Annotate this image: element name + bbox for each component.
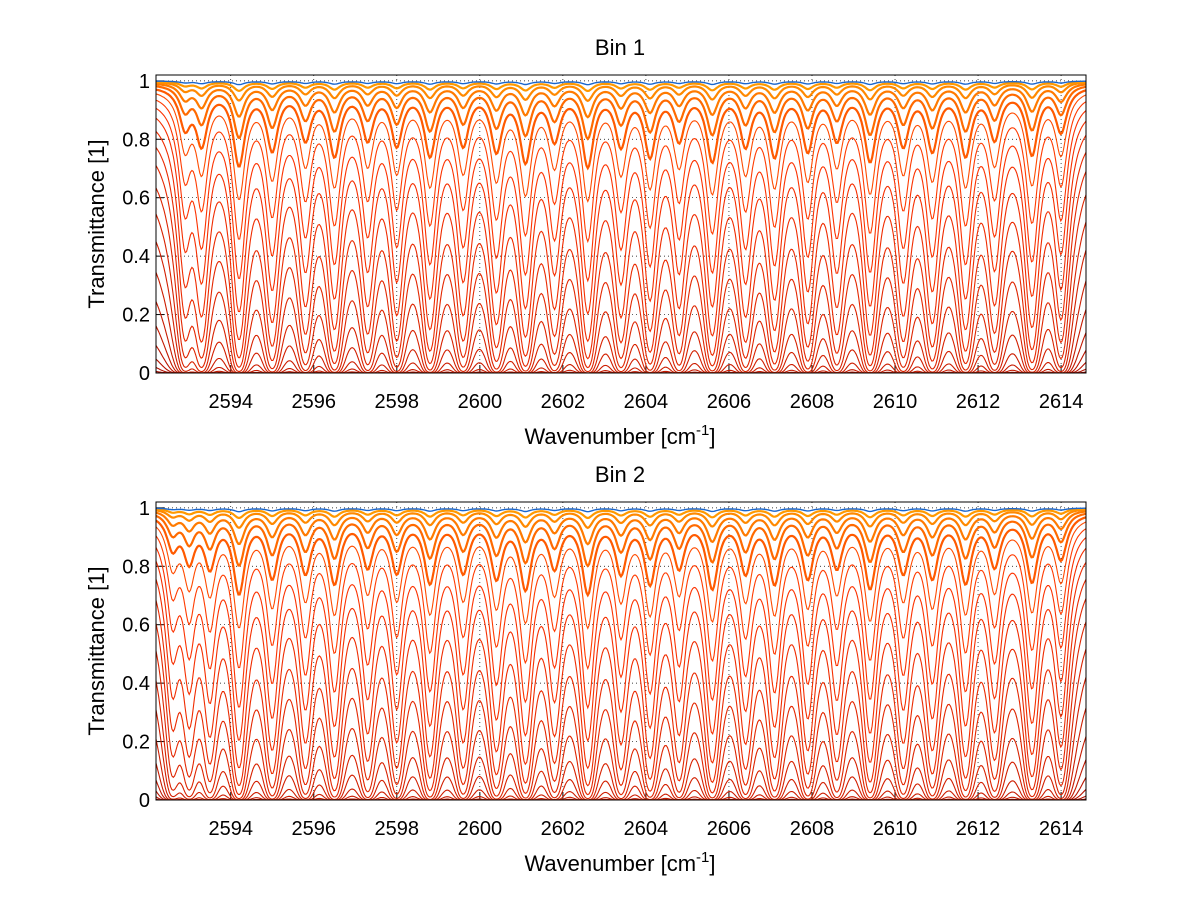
x-tick-label: 2614 [1039,391,1084,413]
x-tick-label: 2610 [873,818,918,840]
y-tick-labels: 0 0.2 0.4 0.6 0.8 1 [122,71,150,385]
chart-panel-bin-1: Bin 1 2594 2596 2598 2600 2602 2604 2606 2608 26… [84,35,1086,449]
y-tick-label: 1 [139,71,150,93]
x-tick-label: 2606 [707,391,752,413]
x-tick-label: 2612 [956,391,1001,413]
y-tick-label: 0.4 [122,246,150,268]
x-tick-label: 2600 [458,818,503,840]
x-axis-label: Wavenumber [cm-1] [524,849,715,876]
x-tick-label: 2602 [541,391,586,413]
x-tick-labels: 2594 2596 2598 2600 2602 2604 2606 2608 2610 2612… [208,391,1083,413]
x-tick-label: 2606 [707,818,752,840]
transmittance-series-line [156,579,1086,785]
x-tick-label: 2614 [1039,818,1084,840]
x-tick-label: 2608 [790,391,835,413]
y-axis-label: Transmittance [1] [84,566,109,735]
y-tick-label: 0.2 [122,305,150,327]
chart-title: Bin 1 [595,35,645,60]
y-tick-label: 1 [139,498,150,520]
chart-title: Bin 2 [595,462,645,487]
y-tick-label: 0.4 [122,673,150,695]
x-tick-label: 2608 [790,818,835,840]
y-tick-label: 0.8 [122,129,150,151]
x-tick-label: 2594 [208,391,253,413]
transmittance-series-line [156,538,1086,708]
x-tick-label: 2604 [624,818,669,840]
x-tick-label: 2596 [292,391,337,413]
x-tick-label: 2598 [375,818,420,840]
x-axis-label: Wavenumber [cm-1] [524,422,715,449]
y-axis-label: Transmittance [1] [84,139,109,308]
series-group [156,81,1086,373]
y-tick-label: 0.8 [122,556,150,578]
y-tick-label: 0.2 [122,732,150,754]
y-tick-label: 0 [139,790,150,812]
series-group [156,508,1086,800]
chart-panel-bin-2: Bin 2 2594 2596 2598 2600 2602 2604 2606 2608 26… [84,462,1086,876]
y-tick-label: 0 [139,363,150,385]
y-tick-label: 0.6 [122,615,150,637]
y-tick-label: 0.6 [122,188,150,210]
x-tick-labels: 2594 2596 2598 2600 2602 2604 2606 2608 2610 2612… [208,818,1083,840]
x-tick-label: 2594 [208,818,253,840]
transmittance-series-line [156,302,1086,374]
x-tick-label: 2598 [375,391,420,413]
x-tick-label: 2600 [458,391,503,413]
grid [156,502,1086,800]
x-tick-label: 2596 [292,818,337,840]
transmittance-series-line [156,147,1086,358]
plot-frame [156,502,1086,800]
y-tick-labels: 0 0.2 0.4 0.6 0.8 1 [122,498,150,812]
x-tick-label: 2612 [956,818,1001,840]
x-tick-label: 2602 [541,818,586,840]
transmittance-series-line [156,214,1086,373]
x-tick-label: 2604 [624,391,669,413]
x-tick-label: 2610 [873,391,918,413]
